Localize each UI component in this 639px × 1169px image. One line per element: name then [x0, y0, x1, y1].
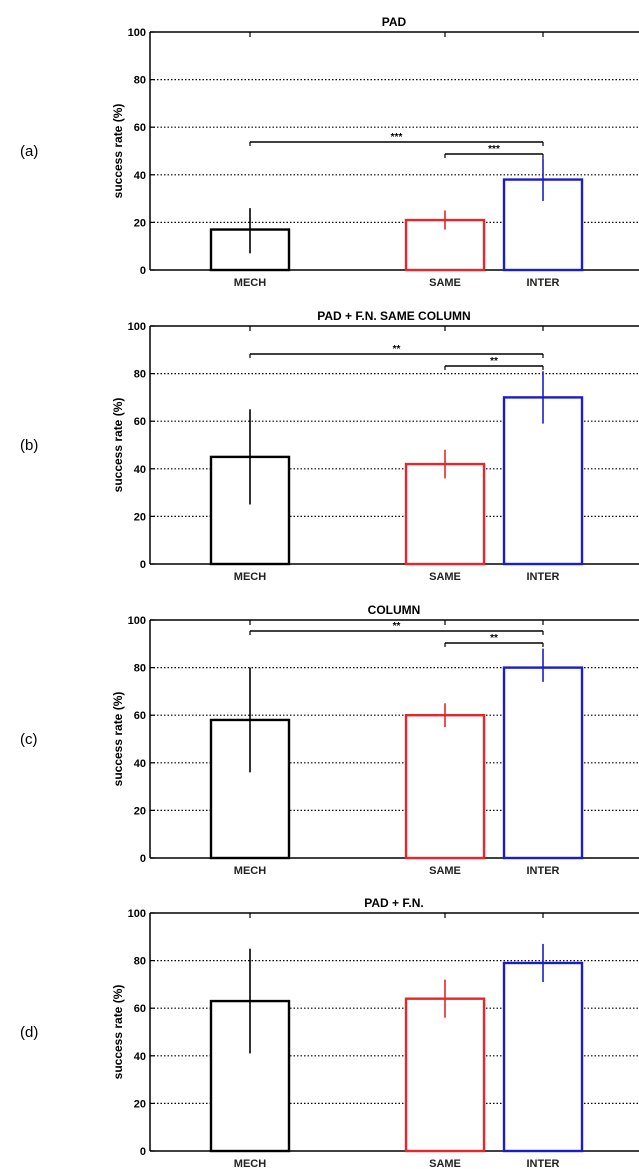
panel-letter: (b) — [20, 437, 38, 454]
y-tick-label: 100 — [128, 321, 146, 333]
significance-label: ** — [490, 356, 498, 367]
x-category-label: INTER — [527, 571, 560, 583]
bar-same — [404, 462, 486, 566]
y-tick-label: 60 — [134, 416, 146, 428]
y-tick-label: 80 — [134, 956, 146, 968]
y-axis-label: success rate (%) — [111, 692, 125, 787]
chart-title: PAD + F.N. — [364, 896, 423, 910]
x-category-label: MECH — [234, 277, 266, 289]
x-category-label: MECH — [234, 865, 266, 877]
x-category-label: SAME — [429, 1158, 461, 1169]
x-category-label: INTER — [527, 865, 560, 877]
y-axis-label: success rate (%) — [111, 398, 125, 493]
bar-same — [404, 997, 486, 1153]
significance-label: ** — [393, 344, 401, 355]
bar-same — [404, 714, 486, 860]
y-tick-label: 40 — [134, 758, 146, 770]
significance-label: *** — [488, 144, 500, 155]
chart-title: PAD + F.N. SAME COLUMN — [317, 309, 470, 323]
y-tick-label: 20 — [134, 805, 146, 817]
bar-inter — [502, 666, 584, 860]
x-category-label: INTER — [527, 1158, 560, 1169]
chart-title: COLUMN — [368, 603, 421, 617]
y-tick-label: 0 — [140, 1146, 146, 1158]
y-tick-label: 80 — [134, 663, 146, 675]
y-tick-label: 40 — [134, 464, 146, 476]
panel-letter: (c) — [20, 731, 38, 748]
y-tick-label: 100 — [128, 908, 146, 920]
x-category-label: INTER — [527, 277, 560, 289]
x-category-label: SAME — [429, 277, 461, 289]
significance-label: ** — [490, 633, 498, 644]
y-tick-label: 100 — [128, 615, 146, 627]
significance-label: ** — [393, 621, 401, 632]
x-category-label: MECH — [234, 1158, 266, 1169]
y-tick-label: 100 — [128, 27, 146, 39]
x-category-label: SAME — [429, 865, 461, 877]
significance-label: *** — [391, 132, 403, 143]
y-tick-label: 0 — [140, 265, 146, 277]
y-tick-label: 20 — [134, 1098, 146, 1110]
y-axis-label: success rate (%) — [111, 104, 125, 199]
y-tick-label: 80 — [134, 75, 146, 87]
y-tick-label: 80 — [134, 369, 146, 381]
y-tick-label: 20 — [134, 217, 146, 229]
bar-mech — [209, 718, 291, 860]
panel-letter: (a) — [20, 143, 38, 160]
chart-title: PAD — [382, 15, 407, 29]
y-tick-label: 0 — [140, 853, 146, 865]
y-tick-label: 20 — [134, 511, 146, 523]
y-tick-label: 0 — [140, 559, 146, 571]
y-tick-label: 60 — [134, 122, 146, 134]
bar-inter — [502, 396, 584, 566]
panel-letter: (d) — [20, 1024, 38, 1041]
x-category-label: MECH — [234, 571, 266, 583]
y-tick-label: 40 — [134, 170, 146, 182]
x-category-label: SAME — [429, 571, 461, 583]
bar-inter — [502, 961, 584, 1153]
y-tick-label: 40 — [134, 1051, 146, 1063]
y-tick-label: 60 — [134, 1003, 146, 1015]
y-axis-label: success rate (%) — [111, 985, 125, 1080]
y-tick-label: 60 — [134, 710, 146, 722]
